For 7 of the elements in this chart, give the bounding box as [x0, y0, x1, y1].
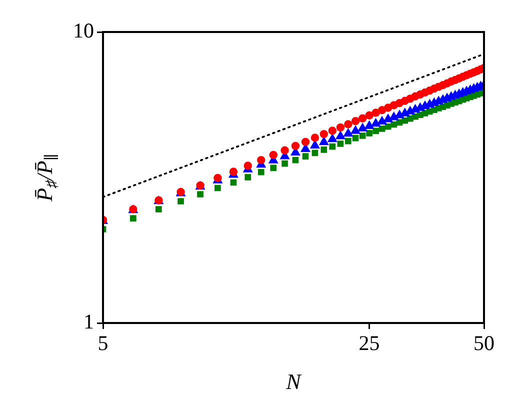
x-axis-title: N: [285, 368, 302, 394]
y-tick-label: 10: [73, 18, 94, 43]
x-tick-label: 50: [474, 331, 494, 356]
y-axis-title: P̄♯/P̄∥: [32, 154, 61, 202]
x-tick-label: 25: [358, 331, 380, 356]
x-tick-label: 5: [98, 331, 108, 356]
y-tick-label: 1: [84, 310, 94, 334]
